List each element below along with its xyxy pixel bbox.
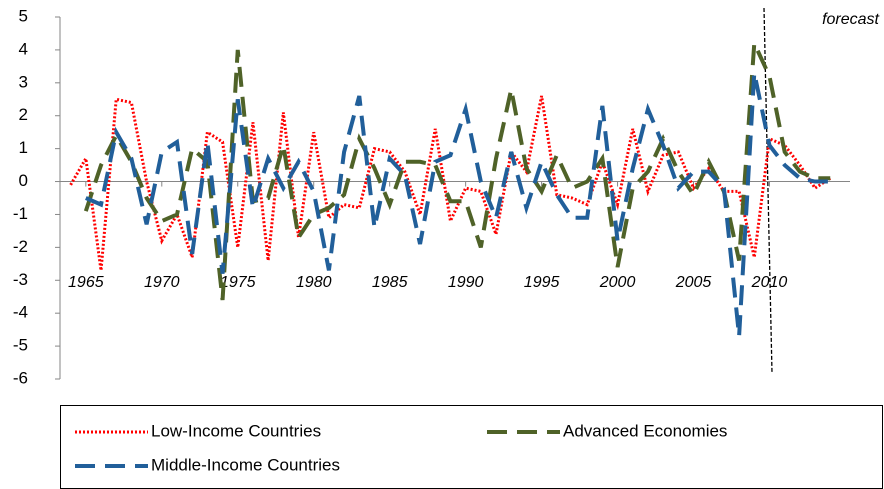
legend-label: Middle-Income Countries xyxy=(151,455,340,474)
x-tick-label: 1965 xyxy=(68,274,104,291)
y-tick-label: 1 xyxy=(19,138,28,157)
legend-label: Advanced Economies xyxy=(563,421,727,440)
x-tick-label: 1975 xyxy=(220,274,256,291)
x-tick-label: 2010 xyxy=(751,274,788,291)
x-tick-label: 1980 xyxy=(296,274,332,291)
y-tick-label: 0 xyxy=(19,171,28,190)
series-line xyxy=(85,72,831,337)
legend xyxy=(60,405,883,489)
series-line xyxy=(83,42,831,301)
legend-label: Low-Income Countries xyxy=(151,421,321,440)
y-tick-label: -5 xyxy=(13,336,28,355)
y-tick-label: 4 xyxy=(19,39,28,58)
y-tick-label: -1 xyxy=(13,204,28,223)
y-tick-label: -3 xyxy=(13,270,28,289)
y-tick-label: -2 xyxy=(13,237,28,256)
x-tick-label: 1970 xyxy=(144,274,180,291)
y-tick-label: -6 xyxy=(13,368,28,387)
x-tick-label: 1985 xyxy=(372,274,408,291)
x-tick-label: 2005 xyxy=(675,274,712,291)
y-tick-label: 5 xyxy=(19,6,28,25)
y-tick-label: 3 xyxy=(19,72,28,91)
x-tick-label: 1990 xyxy=(448,274,484,291)
x-tick-label: 2000 xyxy=(599,274,636,291)
y-tick-label: 2 xyxy=(19,105,28,124)
annotation: forecast xyxy=(822,11,879,28)
y-tick-label: -4 xyxy=(13,303,28,322)
x-tick-label: 1995 xyxy=(524,274,560,291)
